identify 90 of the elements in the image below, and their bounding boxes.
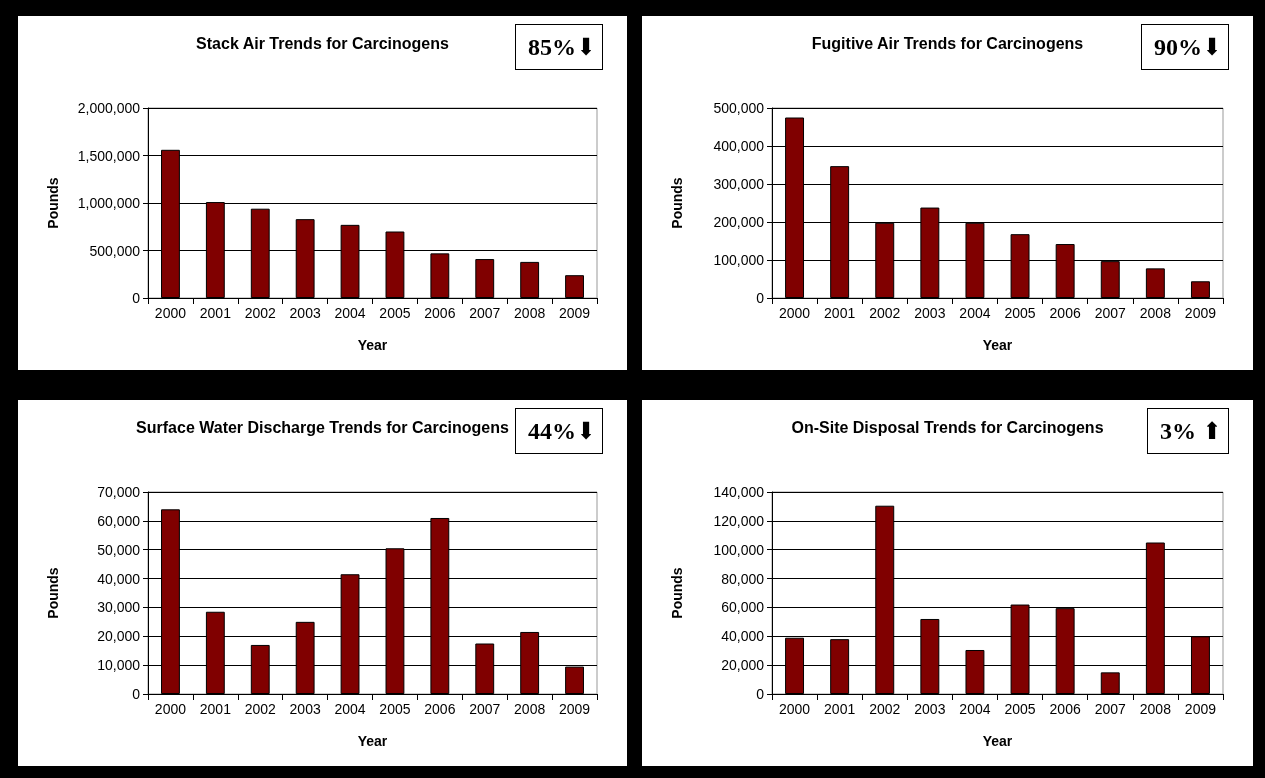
y-tick-label: 500,000	[713, 100, 765, 116]
bar	[1190, 281, 1210, 298]
x-tick-label: 2009	[558, 305, 591, 321]
x-tick-label: 2003	[914, 701, 946, 717]
y-tick-label: 60,000	[97, 512, 141, 529]
y-tick-label: 50,000	[97, 541, 141, 558]
x-tick-label: 2002	[244, 305, 277, 321]
bar	[1145, 268, 1165, 298]
x-tick-label: 2005	[1004, 305, 1036, 321]
y-tick-label: 40,000	[97, 570, 141, 587]
x-tick-label: 2004	[959, 701, 991, 717]
bar	[475, 259, 495, 298]
y-tick-label: 100,000	[713, 541, 765, 558]
y-tick-label: 300,000	[713, 176, 765, 192]
x-axis-title: Year	[982, 733, 1013, 749]
x-tick-label: 2005	[379, 305, 411, 321]
text: 3% ⬆	[1146, 408, 1229, 454]
y-tick-label: 60,000	[721, 599, 765, 616]
x-tick-label: 2004	[334, 305, 366, 321]
x-tick-label: 2001	[824, 305, 856, 321]
y-tick-label: 0	[756, 290, 765, 306]
x-tick-label: 2000	[778, 305, 811, 321]
y-axis-title: Pounds	[45, 177, 61, 229]
x-axis-title: Year	[357, 337, 388, 353]
bar	[1100, 672, 1120, 694]
x-tick-label: 2001	[199, 701, 232, 717]
y-tick-label: 80,000	[721, 570, 765, 587]
x-tick-label: 2005	[379, 701, 411, 717]
y-tick-label: 100,000	[713, 252, 765, 268]
y-tick-label: 1,000,000	[77, 195, 141, 211]
chart-title: Surface Water Discharge Trends for Carcinogens	[136, 418, 510, 436]
y-tick-label: 120,000	[713, 512, 765, 529]
x-tick-label: 2006	[424, 305, 456, 321]
y-axis-title: Pounds	[669, 567, 685, 619]
bar	[565, 275, 584, 298]
x-axis-title: Year	[357, 733, 388, 749]
y-tick-label: 500,000	[89, 242, 141, 259]
x-tick-label: 2007	[1094, 701, 1127, 717]
y-tick-label: 400,000	[713, 138, 765, 154]
y-tick-label: 140,000	[713, 484, 765, 500]
x-tick-label: 2000	[778, 701, 811, 717]
bar	[520, 261, 540, 298]
y-tick-label: 200,000	[713, 214, 765, 230]
x-tick-label: 2000	[154, 305, 187, 321]
x-tick-label: 2004	[334, 701, 366, 717]
x-axis-title: Year	[982, 337, 1013, 353]
x-tick-label: 2008	[514, 305, 546, 321]
y-tick-label: 10,000	[97, 657, 141, 674]
x-tick-label: 2007	[469, 305, 501, 321]
x-tick-label: 2005	[1004, 701, 1036, 717]
bar	[430, 253, 450, 298]
y-tick-label: 20,000	[721, 657, 765, 674]
x-tick-label: 2006	[1049, 701, 1081, 717]
y-tick-label: 20,000	[97, 628, 141, 645]
y-tick-label: 40,000	[721, 628, 765, 645]
x-tick-label: 2008	[1139, 701, 1172, 717]
y-tick-label: 0	[756, 686, 765, 702]
x-tick-label: 2002	[869, 305, 901, 321]
x-tick-label: 2002	[869, 701, 901, 717]
x-tick-label: 2009	[558, 701, 591, 717]
y-tick-label: 0	[132, 686, 141, 702]
text: 85%⬇	[514, 24, 603, 70]
x-tick-label: 2003	[289, 701, 321, 717]
x-tick-label: 2006	[1049, 305, 1081, 321]
y-axis-title: Pounds	[669, 177, 685, 229]
text: 44%⬇	[514, 408, 603, 454]
x-tick-label: 2000	[154, 701, 187, 717]
x-tick-label: 2007	[1094, 305, 1127, 321]
x-tick-label: 2003	[914, 305, 946, 321]
y-axis-title: Pounds	[45, 567, 61, 619]
x-tick-label: 2008	[514, 701, 546, 717]
chart-title: Fugitive Air Trends for Carcinogens	[811, 34, 1084, 52]
x-tick-label: 2001	[824, 701, 856, 717]
x-tick-label: 2002	[244, 701, 277, 717]
x-tick-label: 2008	[1139, 305, 1172, 321]
chart-title: On-Site Disposal Trends for Carcinogens	[791, 418, 1104, 436]
x-tick-label: 2009	[1184, 305, 1217, 321]
y-tick-label: 1,500,000	[77, 147, 141, 164]
x-tick-label: 2003	[289, 305, 321, 321]
text: 90%⬇	[1140, 24, 1229, 70]
y-tick-label: 0	[132, 290, 141, 306]
x-tick-label: 2006	[424, 701, 456, 717]
y-tick-label: 2,000,000	[77, 100, 141, 116]
chart-title: Stack Air Trends for Carcinogens	[196, 34, 450, 52]
x-tick-label: 2001	[199, 305, 232, 321]
y-tick-label: 30,000	[97, 599, 141, 616]
x-tick-label: 2007	[469, 701, 501, 717]
x-tick-label: 2009	[1184, 701, 1217, 717]
y-tick-label: 70,000	[97, 484, 141, 500]
x-tick-label: 2004	[959, 305, 991, 321]
